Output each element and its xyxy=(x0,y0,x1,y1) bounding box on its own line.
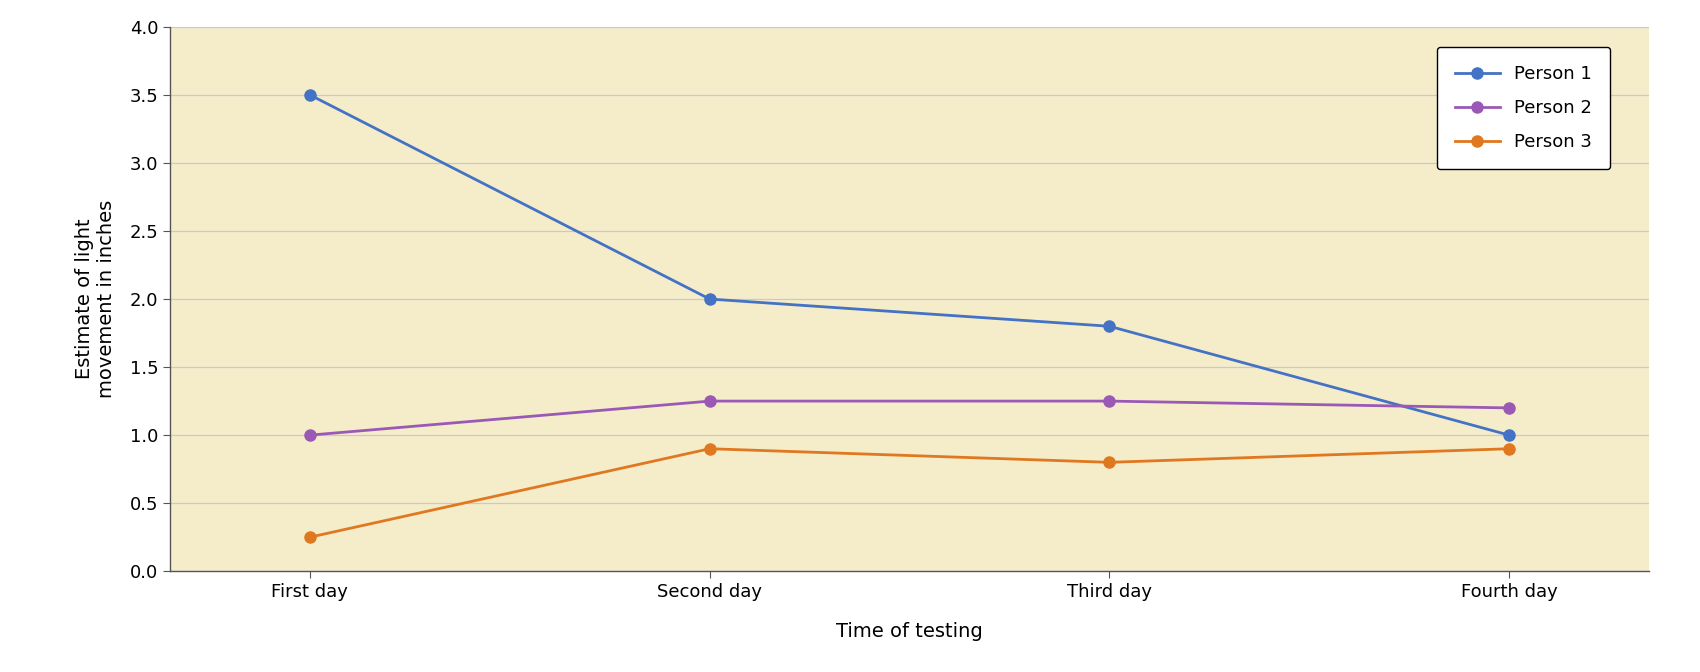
Person 1 xyxy=(699,295,719,303)
Person 1 xyxy=(1100,322,1120,330)
Person 3 xyxy=(299,533,320,541)
Person 3 xyxy=(699,445,719,453)
Person 1 xyxy=(1499,431,1520,439)
Person 1 xyxy=(299,91,320,99)
Person 2 xyxy=(1100,397,1120,405)
Line: Person 1: Person 1 xyxy=(304,89,1515,441)
Person 3 xyxy=(1100,458,1120,466)
Person 2 xyxy=(299,431,320,439)
Y-axis label: Estimate of light
movement in inches: Estimate of light movement in inches xyxy=(75,200,116,398)
Person 3 xyxy=(1499,445,1520,453)
Person 2 xyxy=(1499,404,1520,412)
Person 2 xyxy=(699,397,719,405)
X-axis label: Time of testing: Time of testing xyxy=(836,622,983,641)
Legend: Person 1, Person 2, Person 3: Person 1, Person 2, Person 3 xyxy=(1436,47,1610,169)
Line: Person 2: Person 2 xyxy=(304,396,1515,441)
Line: Person 3: Person 3 xyxy=(304,443,1515,543)
